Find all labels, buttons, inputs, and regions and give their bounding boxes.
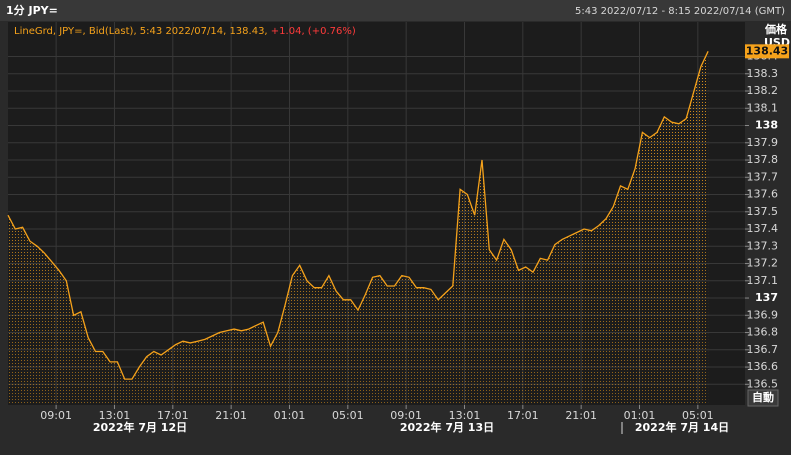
- svg-text:LineGrd, JPY=, Bid(Last), 5:43: LineGrd, JPY=, Bid(Last), 5:43 2022/07/1…: [14, 26, 356, 37]
- auto-button[interactable]: [747, 389, 779, 407]
- y-tick-label: 137.3: [747, 239, 779, 252]
- date-label: 2022年 7月 12日: [93, 420, 187, 434]
- date-label: 2022年 7月 13日: [400, 420, 494, 434]
- x-tick-label: 05:01: [682, 409, 714, 422]
- y-tick-label: 137.7: [747, 170, 779, 183]
- y-tick-label: 137.8: [747, 153, 779, 166]
- date-label: 2022年 7月 14日: [635, 420, 729, 434]
- header-range: 5:43 2022/07/12 - 8:15 2022/07/14 (GMT): [575, 6, 785, 17]
- line: [7, 51, 709, 380]
- x-tick-label: 17:01: [507, 409, 539, 422]
- y-tick-label: 137.5: [747, 205, 779, 218]
- last-value-box: [745, 44, 789, 59]
- x-tick-label: 05:01: [332, 409, 364, 422]
- y-tick-label: 137: [755, 291, 778, 304]
- y-tick-label: 136.6: [747, 360, 779, 373]
- header-title: 1分 JPY=: [6, 3, 58, 17]
- x-tick-label: 21:01: [215, 409, 247, 422]
- y-tick-label: 136.5: [747, 377, 779, 390]
- y-tick-label: 136.7: [747, 343, 779, 356]
- y-tick-label: 136.9: [747, 308, 779, 321]
- x-tick-label: 09:01: [40, 409, 72, 422]
- x-tick-label: 01:01: [274, 409, 306, 422]
- y-tick-label: 137.9: [747, 136, 779, 149]
- y-tick-label: 136.8: [747, 326, 779, 339]
- last-value-label: 138.43: [746, 44, 788, 57]
- x-tick-label: 01:01: [624, 409, 656, 422]
- y-tick-label: 137.6: [747, 188, 779, 201]
- header-bar: [0, 0, 791, 21]
- area: [8, 51, 709, 406]
- auto-button-label[interactable]: 自動: [752, 390, 774, 404]
- x-tick-label: 13:01: [449, 409, 481, 422]
- y-tick-label: 137.1: [747, 274, 779, 287]
- y-tick-label: 138.1: [747, 101, 779, 114]
- x-tick-label: 17:01: [157, 409, 189, 422]
- y-tick-label: 137.2: [747, 257, 779, 270]
- x-tick-label: 09:01: [390, 409, 422, 422]
- x-tick-label: 21:01: [565, 409, 597, 422]
- legend-change: +1.04, (+0.76%): [271, 26, 356, 37]
- axis-title: 価格: [764, 22, 788, 36]
- y-tick-label: 138: [755, 119, 778, 132]
- y-tick-label: 137.4: [747, 222, 779, 235]
- y-tick-label: 138.3: [747, 67, 779, 80]
- legend-label: LineGrd, JPY=, Bid(Last), 5:43 2022/07/1…: [14, 26, 268, 37]
- y-tick-label: 138.2: [747, 84, 779, 97]
- x-tick-label: 13:01: [99, 409, 131, 422]
